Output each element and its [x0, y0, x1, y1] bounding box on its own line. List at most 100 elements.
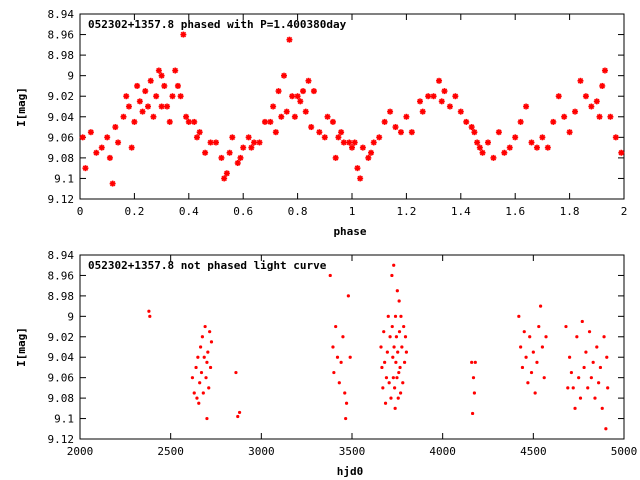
- phased-data-point: [599, 82, 606, 89]
- phased-data-point: [221, 175, 228, 182]
- phased-y-tick-label: 9.02: [48, 90, 75, 103]
- phased-data-point: [115, 139, 122, 146]
- phased-data-point: [120, 113, 127, 120]
- phased-chart-title: 052302+1357.8 phased with P=1.400380day: [88, 18, 347, 31]
- phased-data-point: [234, 160, 241, 167]
- phased-data-point: [539, 134, 546, 141]
- phased-data-point: [275, 88, 282, 95]
- phased-data-point: [128, 144, 135, 151]
- phased-data-point: [332, 154, 339, 161]
- unphased-y-tick-label: 9.08: [48, 392, 75, 405]
- phased-data-point: [125, 103, 132, 110]
- phased-data-point: [291, 113, 298, 120]
- phased-y-tick-label: 9.06: [48, 131, 75, 144]
- phased-y-tick-label: 8.94: [48, 8, 75, 21]
- phased-chart: 8.94 8.96 8.98 9 9.02 9.04 9.06 9.08 9.1 9.12 0 0.…: [15, 8, 627, 238]
- unphased-x-tick-label: 3000: [248, 445, 275, 458]
- phased-data-point: [158, 72, 165, 79]
- phased-y-tick-label: 9.08: [48, 152, 75, 165]
- unphased-data-point: [390, 324, 394, 329]
- phased-data-point: [588, 103, 595, 110]
- phased-data-point: [174, 82, 181, 89]
- phased-x-tick-label: 0.8: [288, 205, 308, 218]
- phased-data-point: [512, 134, 519, 141]
- phased-data-point: [286, 36, 293, 43]
- unphased-data-point: [399, 314, 403, 318]
- phased-data-point: [106, 154, 113, 161]
- phased-data-point: [283, 108, 290, 115]
- unphased-data-point: [595, 345, 599, 349]
- phased-data-point: [297, 98, 304, 105]
- phased-data-point: [471, 129, 478, 136]
- phased-y-tick-label: 8.96: [48, 29, 75, 42]
- unphased-data-point: [471, 376, 476, 380]
- unphased-data-point: [394, 360, 398, 364]
- unphased-y-tick-label: 9.06: [48, 372, 75, 385]
- unphased-data-point: [385, 350, 389, 354]
- phased-data-point: [251, 139, 258, 146]
- unphased-data-point: [344, 401, 349, 405]
- unphased-data-point: [577, 376, 581, 380]
- phased-data-point: [223, 170, 230, 177]
- unphased-y-tick-labels: 8.94 8.96 8.98 9 9.02 9.04 9.06 9.08 9.1 9.12: [48, 249, 75, 446]
- unphased-data-point: [387, 381, 391, 385]
- phased-data-point: [207, 139, 214, 146]
- unphased-data-point: [398, 391, 403, 395]
- unphased-data-point: [540, 345, 545, 349]
- unphased-y-tick-label: 9.1: [54, 413, 74, 426]
- unphased-data-point: [582, 365, 586, 370]
- unphased-data-point: [198, 381, 202, 385]
- unphased-data-point: [520, 365, 525, 370]
- phased-data-point: [185, 118, 192, 125]
- unphased-data-point: [526, 381, 530, 385]
- phased-x-tick-label: 0: [77, 205, 84, 218]
- unphased-data-point: [332, 370, 336, 375]
- unphased-data-point: [394, 335, 399, 339]
- phased-x-tick-label: 2: [621, 205, 628, 218]
- unphased-x-tick-labels: 2000 2500 3000 3500 4000 4500 5000: [67, 445, 638, 458]
- phased-data-point: [441, 88, 448, 95]
- phased-data-point: [87, 129, 94, 136]
- phased-data-point: [98, 144, 105, 151]
- unphased-data-point: [335, 355, 340, 359]
- phased-data-point: [438, 98, 445, 105]
- phased-data-point: [321, 134, 328, 141]
- unphased-data-point: [343, 391, 347, 395]
- phased-data-point: [446, 103, 453, 110]
- phased-data-point: [158, 103, 165, 110]
- phased-data-point: [490, 154, 497, 161]
- unphased-data-point: [393, 386, 397, 390]
- unphased-data-point: [393, 406, 397, 410]
- phased-data-point: [193, 134, 200, 141]
- phased-data-point: [357, 175, 364, 182]
- phased-data-point: [533, 144, 540, 151]
- phased-data-point: [272, 129, 279, 136]
- unphased-data-point: [522, 330, 526, 334]
- phased-data-point: [136, 98, 143, 105]
- phased-y-tick-label: 8.98: [48, 49, 75, 62]
- phased-data-point: [523, 103, 530, 110]
- unphased-data-point: [392, 345, 396, 349]
- phased-data-point: [408, 129, 415, 136]
- phased-data-point: [397, 129, 404, 136]
- phased-y-tick-label: 9: [67, 70, 74, 83]
- phased-x-tick-label: 1.6: [505, 205, 525, 218]
- phased-data-point: [417, 98, 423, 105]
- unphased-data-point: [206, 350, 210, 354]
- unphased-data-point: [397, 330, 402, 334]
- phased-data-point: [368, 149, 375, 156]
- unphased-data-point: [198, 345, 203, 349]
- unphased-data-point: [533, 391, 537, 395]
- phased-data-point: [147, 77, 154, 84]
- unphased-data-point: [148, 314, 152, 318]
- phased-data-point: [476, 144, 483, 151]
- unphased-data-point: [542, 376, 546, 380]
- unphased-data-point: [519, 345, 523, 349]
- phased-data-point: [365, 154, 372, 161]
- phased-data-point: [172, 67, 179, 74]
- phased-data-point: [618, 149, 625, 156]
- phased-data-point: [153, 93, 160, 100]
- unphased-data-point: [391, 376, 395, 380]
- phased-data-point: [123, 93, 130, 100]
- phased-data-point: [79, 134, 86, 141]
